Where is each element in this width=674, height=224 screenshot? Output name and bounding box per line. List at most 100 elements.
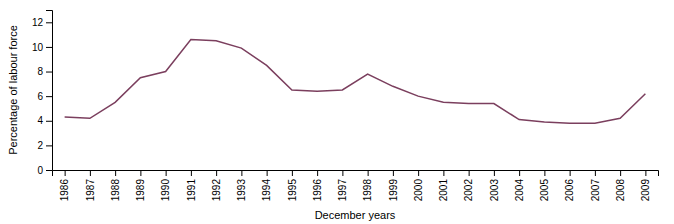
- tick: 8: [37, 66, 52, 77]
- tick-label: 1999: [388, 179, 399, 202]
- tick: 2007: [590, 170, 601, 201]
- tick: 2009: [640, 170, 651, 201]
- tick: 2000: [413, 170, 424, 201]
- tick: 1999: [388, 170, 399, 201]
- tick-mark: [469, 170, 470, 176]
- tick-mark: [519, 170, 520, 176]
- tick: 2006: [564, 170, 575, 201]
- tick-label: 1987: [85, 179, 96, 202]
- tick-mark: [620, 170, 621, 176]
- tick: 1997: [337, 170, 348, 201]
- axis-line: [46, 11, 53, 171]
- tick-mark: [267, 170, 268, 176]
- tick-label: 2005: [539, 179, 550, 202]
- tick: 1991: [186, 170, 197, 201]
- tick-label: 2004: [514, 179, 525, 202]
- tick: 2004: [514, 170, 525, 201]
- tick-label: 1993: [236, 179, 247, 202]
- tick: 4: [37, 115, 52, 126]
- tick: 2005: [539, 170, 550, 201]
- tick-mark: [46, 145, 52, 146]
- tick-label: 2008: [615, 179, 626, 202]
- chart: 1986 1987 1988 1989 1990 1991 1992 1993 1994 1995…: [0, 0, 674, 224]
- tick: 1996: [312, 170, 323, 201]
- tick: 2002: [463, 170, 474, 201]
- tick-mark: [191, 170, 192, 176]
- x-axis: 1986 1987 1988 1989 1990 1991 1992 1993 1994 1995…: [53, 170, 659, 201]
- tick-label: 4: [37, 115, 43, 126]
- tick-mark: [393, 170, 394, 176]
- tick-label: 2000: [413, 179, 424, 202]
- tick: 1988: [110, 170, 121, 201]
- tick-label: 8: [37, 66, 43, 77]
- tick-mark: [46, 47, 52, 48]
- tick: 6: [37, 91, 52, 102]
- tick-label: 1989: [135, 179, 146, 202]
- tick: 10: [32, 42, 52, 53]
- tick-label: 2009: [640, 179, 651, 202]
- tick: 1994: [261, 170, 272, 201]
- x-axis-title: December years: [315, 209, 396, 221]
- tick: 2: [37, 140, 52, 151]
- tick-mark: [645, 170, 646, 176]
- tick-mark: [46, 121, 52, 122]
- plot: 1986 1987 1988 1989 1990 1991 1992 1993 1994 1995…: [32, 11, 659, 202]
- tick: 12: [32, 17, 52, 28]
- line: [65, 40, 646, 124]
- tick-label: 2007: [590, 179, 601, 202]
- tick-label: 1991: [186, 179, 197, 202]
- tick-mark: [166, 170, 167, 176]
- tick-label: 1990: [160, 179, 171, 202]
- tick: 2008: [615, 170, 626, 201]
- tick-label: 1995: [287, 179, 298, 202]
- tick-label: 2003: [489, 179, 500, 202]
- tick-mark: [46, 72, 52, 73]
- tick-label: 1998: [362, 179, 373, 202]
- tick: 1989: [135, 170, 146, 201]
- tick: 1995: [287, 170, 298, 201]
- tick-mark: [65, 170, 66, 176]
- tick: 1993: [236, 170, 247, 201]
- y-axis-title: Percentage of labour force: [7, 25, 19, 155]
- tick: 1990: [160, 170, 171, 201]
- tick-mark: [418, 170, 419, 176]
- tick: 0: [37, 165, 52, 176]
- tick: 2003: [489, 170, 500, 201]
- tick-label: 1994: [261, 179, 272, 202]
- tick-label: 10: [32, 42, 44, 53]
- tick-mark: [544, 170, 545, 176]
- tick: 1998: [362, 170, 373, 201]
- tick-mark: [317, 170, 318, 176]
- tick-label: 2006: [564, 179, 575, 202]
- tick-label: 2001: [438, 179, 449, 202]
- tick-mark: [443, 170, 444, 176]
- tick-mark: [595, 170, 596, 176]
- tick-mark: [570, 170, 571, 176]
- tick-mark: [46, 170, 52, 171]
- tick: 1992: [211, 170, 222, 201]
- tick-mark: [115, 170, 116, 176]
- tick-label: 0: [37, 165, 43, 176]
- series: [65, 40, 646, 124]
- tick: 1986: [59, 170, 70, 201]
- tick-label: 1986: [59, 179, 70, 202]
- tick-mark: [342, 170, 343, 176]
- tick-label: 2: [37, 140, 43, 151]
- tick-label: 2002: [463, 179, 474, 202]
- tick-mark: [494, 170, 495, 176]
- tick-label: 12: [32, 17, 44, 28]
- tick-label: 1988: [110, 179, 121, 202]
- tick: 1987: [85, 170, 96, 201]
- tick-label: 6: [37, 91, 43, 102]
- tick-mark: [46, 96, 52, 97]
- tick-mark: [90, 170, 91, 176]
- tick-mark: [216, 170, 217, 176]
- y-axis: 0 2 4 6 8 10 12: [32, 11, 53, 176]
- tick-mark: [140, 170, 141, 176]
- tick-label: 1992: [211, 179, 222, 202]
- tick-mark: [368, 170, 369, 176]
- axis-line: [53, 171, 659, 177]
- tick-label: 1996: [312, 179, 323, 202]
- tick-mark: [46, 22, 52, 23]
- tick-mark: [241, 170, 242, 176]
